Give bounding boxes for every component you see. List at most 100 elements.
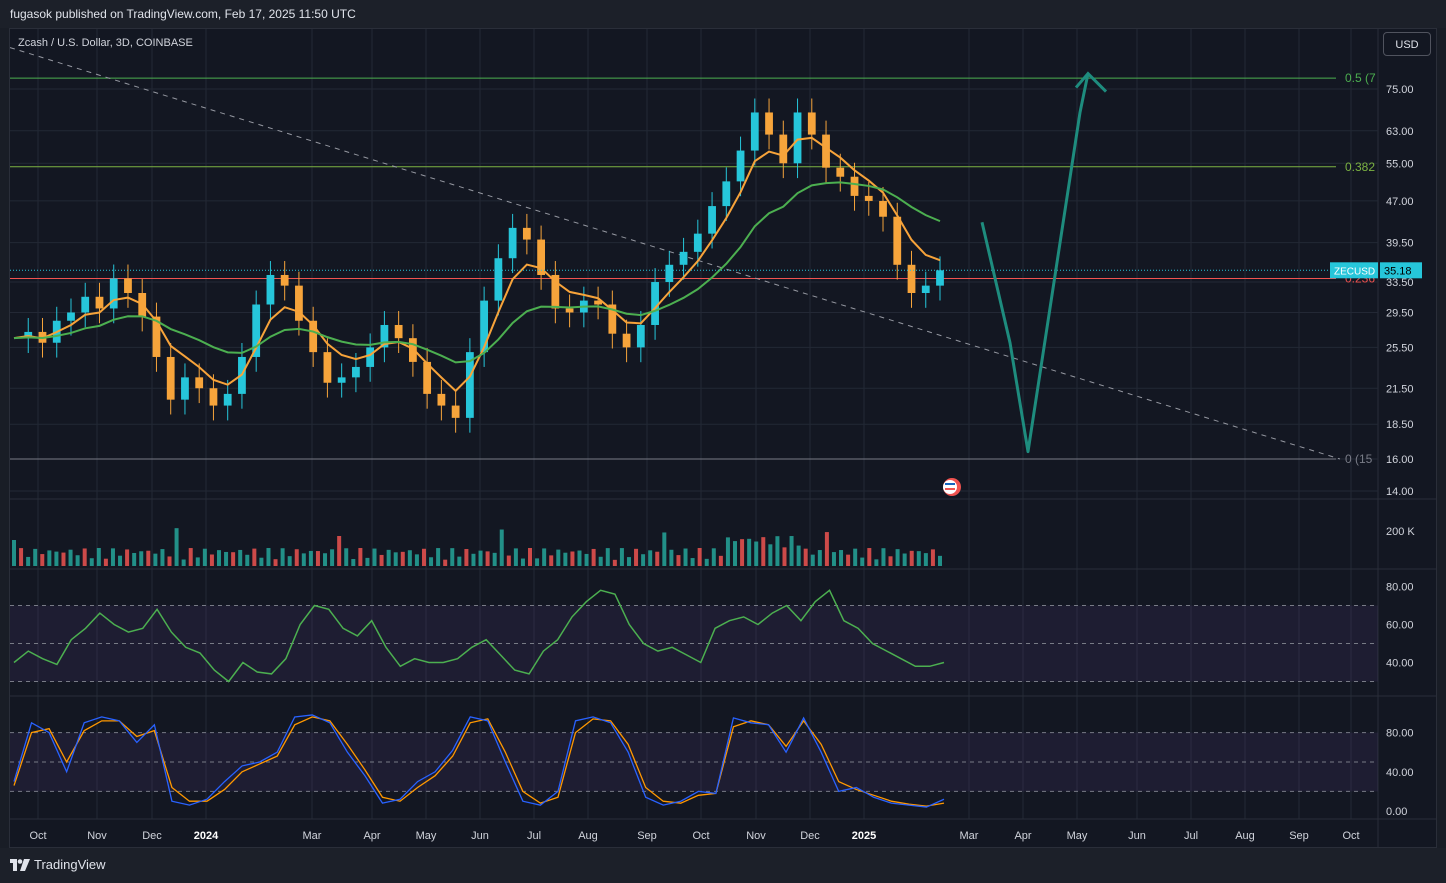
volume-bar	[153, 553, 158, 566]
volume-bar	[379, 554, 384, 566]
candle-body	[81, 296, 90, 313]
volume-bar	[605, 548, 610, 566]
y-tick-label: 47.00	[1386, 196, 1414, 208]
candle-body	[252, 304, 261, 357]
volume-bar	[273, 559, 278, 566]
volume-bar	[831, 552, 836, 566]
volume-bar	[365, 557, 370, 566]
volume-bar	[612, 559, 617, 566]
candle-body	[380, 324, 389, 348]
volume-bar	[697, 548, 702, 566]
candle-body	[679, 251, 688, 265]
x-tick-label: Mar	[303, 830, 322, 842]
candle	[266, 261, 275, 320]
candle-body	[750, 112, 759, 151]
volume-bar	[506, 555, 511, 566]
volume-bar	[655, 551, 660, 566]
volume-bar	[231, 552, 236, 566]
volume-bar	[68, 549, 73, 566]
candle	[565, 294, 574, 328]
volume-bar	[358, 548, 363, 566]
volume-bar	[238, 549, 243, 566]
volume-bar	[789, 536, 794, 566]
volume-bar	[181, 559, 186, 566]
candle-body	[266, 274, 275, 305]
volume-bar	[881, 548, 886, 566]
candle-body	[594, 300, 602, 305]
volume-bar	[61, 552, 66, 566]
volume-bar	[294, 549, 299, 566]
candle	[793, 98, 802, 179]
candle	[779, 120, 788, 179]
price-tag: 35.18	[1384, 265, 1412, 277]
volume-bar	[916, 551, 921, 566]
volume-bar	[82, 548, 87, 566]
candle-body	[423, 361, 432, 394]
volume-bar	[619, 548, 624, 566]
tradingview-brand[interactable]: TradingView	[10, 857, 106, 872]
candle	[921, 271, 930, 308]
volume-bar	[648, 550, 653, 566]
candle-body	[124, 278, 132, 294]
volume-bar	[393, 552, 398, 566]
x-tick-label: 2025	[852, 830, 876, 842]
volume-bar	[429, 557, 434, 566]
volume-bar	[436, 548, 441, 566]
candle-body	[622, 333, 631, 348]
candle-body	[665, 264, 674, 283]
volume-bar	[471, 553, 476, 566]
volume-bar	[641, 554, 646, 566]
volume-bar	[344, 548, 349, 566]
x-tick-label: Apr	[1014, 830, 1031, 842]
rsi-tick-label: 40.00	[1386, 658, 1414, 670]
volume-bar	[860, 557, 865, 566]
candle	[166, 343, 175, 415]
candle-body	[195, 377, 204, 389]
candle	[380, 311, 389, 363]
volume-bar	[89, 558, 94, 566]
ema-slow-line	[13, 181, 941, 364]
candle-body	[394, 324, 403, 339]
trendline	[9, 47, 1341, 460]
candle-body	[608, 304, 617, 334]
candle	[323, 338, 332, 398]
candle	[280, 261, 289, 301]
volume-bar	[775, 536, 780, 566]
published-info: fugasok published on TradingView.com, Fe…	[10, 7, 356, 21]
candle	[551, 261, 560, 324]
volume-bar	[457, 556, 462, 566]
currency-button[interactable]: USD	[1383, 32, 1431, 56]
volume-bar	[414, 554, 419, 566]
candle-body	[152, 316, 161, 357]
volume-bar	[895, 549, 900, 566]
x-tick-label: Sep	[637, 830, 657, 842]
volume-bar	[563, 552, 568, 566]
volume-bar	[923, 553, 928, 566]
volume-bar	[216, 550, 221, 566]
fib-label: 0.382	[1345, 160, 1375, 174]
candle	[295, 271, 303, 336]
chart-area[interactable]: Oct Nov Dec 2024 Mar Apr May Jun Jul Aug Sep Oct Nov…	[9, 28, 1437, 848]
y-tick-label: 33.50	[1386, 277, 1414, 289]
volume-bar	[259, 557, 264, 566]
volume-bar	[761, 537, 766, 566]
candle	[494, 244, 503, 316]
volume-bar	[167, 556, 172, 566]
x-tick-label: Jun	[1128, 830, 1146, 842]
volume-bar	[464, 549, 469, 566]
volume-bar	[556, 549, 561, 566]
candle	[636, 311, 645, 363]
chart-svg[interactable]: Oct Nov Dec 2024 Mar Apr May Jun Jul Aug Sep Oct Nov…	[9, 29, 1436, 847]
bottom-bar	[0, 848, 1446, 883]
volume-bar	[704, 558, 709, 566]
volume-bar	[718, 555, 723, 566]
volume-bar	[634, 548, 639, 566]
volume-bar	[591, 548, 596, 566]
volume-bar	[485, 551, 490, 566]
candle-body	[494, 258, 503, 301]
candle-body	[437, 393, 446, 406]
volume-bar	[96, 548, 101, 566]
candle-body	[765, 112, 773, 135]
candle-body	[693, 233, 702, 252]
volume-bar	[308, 550, 313, 566]
